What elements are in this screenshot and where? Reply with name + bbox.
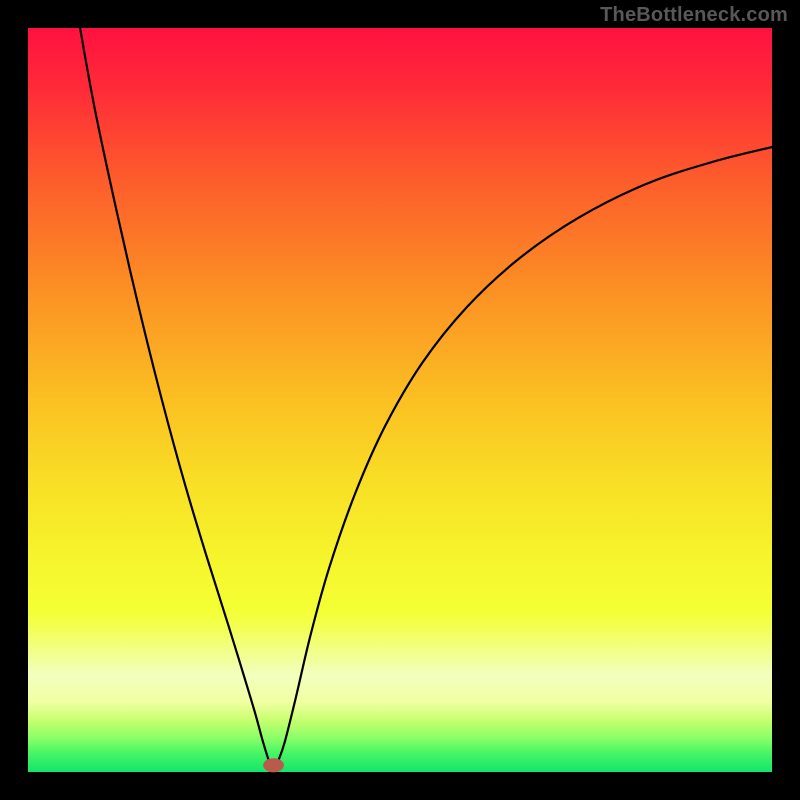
minimum-marker — [263, 758, 284, 772]
chart-svg — [0, 0, 800, 800]
chart-root: TheBottleneck.com — [0, 0, 800, 800]
watermark-text: TheBottleneck.com — [600, 4, 788, 27]
